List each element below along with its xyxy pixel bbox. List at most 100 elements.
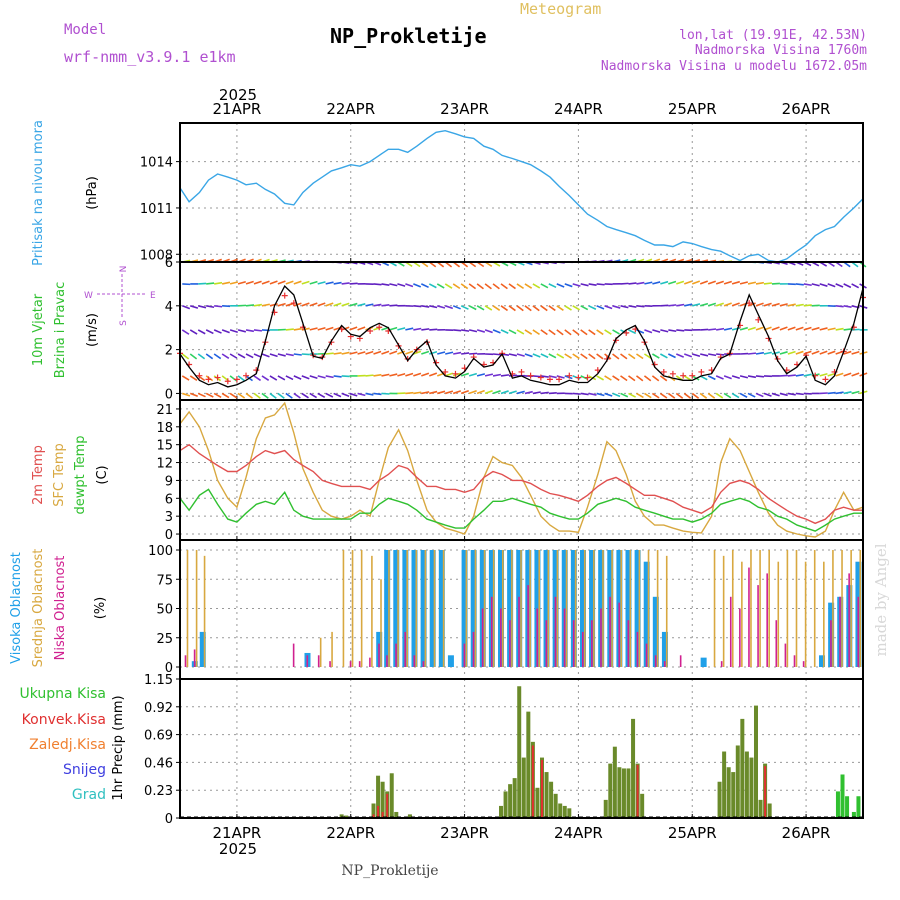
precip-legend-total: Ukupna Kisa xyxy=(19,686,106,702)
wind-arrow xyxy=(476,389,485,395)
wind-arrow xyxy=(636,353,644,360)
precip-bar-total xyxy=(835,791,840,818)
wind-arrow xyxy=(532,329,540,336)
wind-arrow xyxy=(245,329,255,333)
wind-arrow xyxy=(373,392,382,396)
wind-arrow xyxy=(540,391,549,395)
wind-arrow xyxy=(245,392,253,399)
wind-arrow xyxy=(508,329,517,335)
cloud-bar-low xyxy=(600,608,602,667)
precip-bar-total xyxy=(640,793,645,818)
cloud-bar-low xyxy=(830,620,832,667)
wind-arrow xyxy=(508,283,516,290)
wind-arrow xyxy=(723,375,732,380)
panel-border xyxy=(179,678,864,819)
wind-arrow xyxy=(787,350,796,355)
wind-arrow xyxy=(237,375,245,382)
wind-arrow xyxy=(213,329,222,334)
wind-arrow xyxy=(747,326,756,331)
wind-arrow xyxy=(413,283,422,288)
wind-arrow xyxy=(763,392,772,397)
gust-marker xyxy=(660,368,667,375)
wind-arrow xyxy=(261,280,270,285)
cloud-bar-mid xyxy=(351,550,354,667)
wind-arrow xyxy=(452,283,461,290)
gust-marker xyxy=(566,372,573,379)
precip-bar-total xyxy=(394,811,399,818)
top-day-label: 25APR xyxy=(668,100,717,118)
wind-arrow xyxy=(197,329,206,335)
wind-arrow xyxy=(397,327,406,331)
wind-arrow xyxy=(269,375,278,381)
cloud-bar-low xyxy=(563,608,566,667)
cloud-bar-mid xyxy=(768,550,770,667)
wind-arrow xyxy=(468,389,477,395)
wind-arrow xyxy=(508,305,516,312)
altitude: Nadmorska Visina 1760m xyxy=(695,43,867,58)
wind-arrow xyxy=(763,302,772,307)
wind-arrow xyxy=(293,302,302,307)
precip-bar-total xyxy=(631,718,636,818)
gust-marker xyxy=(518,368,525,375)
wind-arrow xyxy=(421,391,430,395)
cloud-bar-high xyxy=(402,550,409,667)
wind-arrow xyxy=(739,375,749,379)
wind-arrow xyxy=(771,326,780,331)
wind-arrow xyxy=(612,353,620,360)
wind-arrow xyxy=(293,375,302,380)
cloud-ylabel-mid: Srednja Oblacnost xyxy=(31,549,46,668)
cloud-bar-low xyxy=(848,573,850,667)
wind-arrow xyxy=(245,304,255,307)
y-tick-label: 21 xyxy=(156,403,173,418)
wind-arrow xyxy=(628,392,636,398)
cloud-bar-high xyxy=(507,550,514,667)
wind-arrow xyxy=(835,372,844,377)
wind-arrow xyxy=(405,372,414,377)
wind-arrow xyxy=(197,353,206,360)
wind-arrow xyxy=(811,283,820,287)
pressure-ylabel: Pritisak na nivou mora xyxy=(31,120,46,266)
temperature-panel: 0 3 6 9 12 15 18 21 xyxy=(156,399,864,543)
gust-marker xyxy=(281,292,288,299)
compass-n: N xyxy=(119,266,129,273)
wind-arrow xyxy=(676,329,685,332)
cloud-bar-mid xyxy=(424,550,427,667)
cloud-bar-mid xyxy=(638,550,641,667)
wind-arrow xyxy=(635,375,644,382)
wind-arrow xyxy=(851,328,860,331)
wind-arrow xyxy=(500,329,509,334)
wind-arrow xyxy=(835,391,844,395)
model-altitude: Nadmorska Visina u modelu 1672.05m xyxy=(601,59,867,74)
wind-arrow xyxy=(389,373,398,377)
precip-bar-total xyxy=(767,803,772,818)
cloud-bar-low xyxy=(545,620,548,667)
wind-arrow xyxy=(492,305,501,311)
wind-arrow xyxy=(492,390,501,395)
precip-bar-total xyxy=(722,751,727,818)
cloud-bar-low xyxy=(609,596,611,667)
cloud-bar-high xyxy=(411,550,418,667)
cloud-ylabel-high: Visoka Oblacnost xyxy=(9,552,24,664)
wind-ylabel-2: Brzina i Pravac xyxy=(53,282,68,379)
precip-bar-total xyxy=(612,746,617,818)
precip-bar-total xyxy=(603,799,608,818)
cloud-bar-high xyxy=(579,550,586,667)
wind-arrow xyxy=(381,392,390,395)
precip-bar-total xyxy=(549,781,554,818)
compass-w: W xyxy=(84,291,93,301)
wind-arrow xyxy=(660,280,669,285)
wind-arrow xyxy=(787,303,796,307)
wind-arrow xyxy=(476,329,486,333)
cloud-bar-mid xyxy=(647,550,650,667)
precip-bar-total xyxy=(558,803,563,818)
cloud-bar-low xyxy=(757,585,759,667)
wind-arrow xyxy=(229,329,238,334)
watermark: made by Angel xyxy=(872,543,890,656)
precip-bar-conv xyxy=(540,759,543,818)
wind-arrow xyxy=(644,392,652,399)
cloud-bar-mid xyxy=(433,550,436,667)
cloud-bar-low xyxy=(729,596,732,667)
wind-arrow xyxy=(516,329,525,335)
precip-bar-total xyxy=(717,781,722,818)
pressure-line xyxy=(179,129,864,263)
